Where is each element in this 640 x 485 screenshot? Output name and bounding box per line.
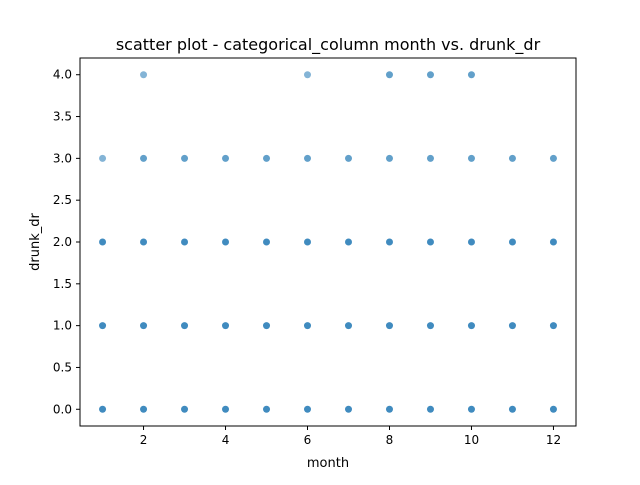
scatter-point: [181, 405, 189, 413]
scatter-point: [222, 154, 230, 162]
scatter-point: [426, 405, 434, 413]
scatter-point: [426, 238, 434, 246]
x-tick-label: 4: [222, 433, 230, 447]
scatter-point: [222, 238, 230, 246]
x-axis-ticks: 2 4 6 8 10 12: [140, 426, 561, 447]
scatter-point: [140, 71, 148, 79]
scatter-point: [181, 154, 189, 162]
x-tick-label: 6: [304, 433, 312, 447]
scatter-point: [99, 154, 107, 162]
x-axis-label: month: [307, 456, 349, 471]
y-tick-label: 3.5: [53, 110, 72, 124]
scatter-point: [426, 71, 434, 79]
scatter-point: [304, 71, 311, 79]
points-layer: [99, 71, 557, 413]
x-tick-label: 10: [464, 433, 479, 447]
scatter-point: [345, 322, 352, 330]
y-tick-label: 2.5: [53, 193, 72, 207]
scatter-point: [508, 238, 516, 246]
scatter-point: [467, 238, 475, 246]
scatter-point: [467, 405, 475, 413]
scatter-point: [508, 405, 516, 413]
scatter-point: [222, 405, 230, 413]
scatter-point: [467, 322, 475, 330]
scatter-point: [385, 71, 393, 79]
scatter-point: [508, 154, 516, 162]
scatter-point: [549, 154, 557, 162]
scatter-point: [99, 238, 107, 246]
y-tick-label: 3.0: [53, 151, 72, 165]
scatter-point: [263, 154, 271, 162]
scatter-point: [140, 154, 148, 162]
scatter-point: [426, 154, 434, 162]
scatter-point: [345, 238, 352, 246]
y-tick-label: 1.0: [53, 319, 72, 333]
scatter-point: [549, 322, 557, 330]
chart-title: scatter plot - categorical_column month …: [116, 35, 541, 55]
scatter-point: [222, 322, 230, 330]
scatter-point: [467, 71, 475, 79]
scatter-point: [263, 405, 271, 413]
scatter-point: [549, 405, 557, 413]
scatter-point: [345, 405, 352, 413]
scatter-point: [181, 238, 189, 246]
scatter-point: [304, 238, 311, 246]
y-tick-label: 0.0: [53, 402, 72, 416]
scatter-point: [304, 405, 311, 413]
scatter-point: [263, 322, 271, 330]
scatter-point: [508, 322, 516, 330]
scatter-point: [304, 154, 311, 162]
scatter-point: [263, 238, 271, 246]
scatter-point: [385, 154, 393, 162]
scatter-point: [385, 238, 393, 246]
scatter-point: [181, 322, 189, 330]
y-axis-ticks: 0.0 0.5 1.0 1.5 2.0 2.5 3.0 3.5 4.0: [53, 68, 80, 416]
scatter-point: [140, 238, 148, 246]
scatter-point: [304, 322, 311, 330]
x-tick-label: 2: [140, 433, 148, 447]
y-tick-label: 4.0: [53, 68, 72, 82]
scatter-point: [549, 238, 557, 246]
scatter-point: [140, 322, 148, 330]
y-axis-label: drunk_dr: [28, 212, 43, 270]
y-tick-label: 2.0: [53, 235, 72, 249]
scatter-point: [426, 322, 434, 330]
scatter-point: [345, 154, 352, 162]
scatter-point: [140, 405, 148, 413]
x-tick-label: 8: [386, 433, 394, 447]
scatter-point: [467, 154, 475, 162]
scatter-point: [99, 322, 107, 330]
scatter-point: [99, 405, 107, 413]
x-tick-label: 12: [546, 433, 561, 447]
y-tick-label: 1.5: [53, 277, 72, 291]
scatter-point: [385, 322, 393, 330]
scatter-point: [385, 405, 393, 413]
y-tick-label: 0.5: [53, 360, 72, 374]
